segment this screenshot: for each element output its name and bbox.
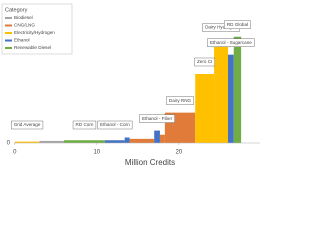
x-tick-label: 0 <box>13 150 17 156</box>
bar <box>14 141 40 143</box>
annotation-text: RD Global <box>227 22 248 27</box>
annotation-box <box>72 120 97 130</box>
x-tick-label: 20 <box>175 150 182 156</box>
legend-label: Renewable Diesel <box>14 45 51 50</box>
bar <box>228 54 234 143</box>
bar <box>63 140 105 143</box>
bar <box>214 39 229 143</box>
annotation-box <box>194 57 216 67</box>
annotation-text: RD Corn <box>76 122 94 127</box>
bar <box>124 137 130 143</box>
bar <box>129 138 155 143</box>
annotation-box <box>224 20 251 29</box>
bar <box>154 130 160 143</box>
annotation: RD Corn <box>72 120 97 130</box>
legend-title: Category <box>5 7 28 13</box>
annotation-box <box>166 96 194 105</box>
chart: Million Credits 00 10 20 Dairy RNG Grid Aver… <box>1 3 260 167</box>
legend: Category Biodiesel CNG/LNG Electricity/Hydr… <box>1 3 73 55</box>
annotation: Ethanol - Fiber <box>139 114 175 123</box>
bar <box>233 36 242 143</box>
annotation-text: Ethanol - Fiber <box>142 116 173 121</box>
legend-label: Ethanol <box>14 38 30 43</box>
x-tick-label: 10 <box>93 150 100 156</box>
annotation: Zero CI <box>194 57 216 67</box>
annotation-text: Dairy Hydrogen <box>205 25 237 30</box>
annotation-text: Grid Average <box>14 122 41 127</box>
bar <box>104 140 125 143</box>
annotation: Ethanol - Corn <box>97 120 133 130</box>
bar <box>159 134 165 143</box>
annotation-text: Ethanol - Sugarcane <box>210 40 252 45</box>
legend-box <box>1 3 73 55</box>
legend-label: Electricity/Hydrogen <box>14 30 55 35</box>
annotation-text: Ethanol - Corn <box>100 122 130 127</box>
annotation: Grid Average <box>10 120 44 130</box>
annotation-box <box>207 38 255 47</box>
annotation-text: Zero CI <box>197 59 212 64</box>
annotation-text: Dairy RNG <box>169 98 192 103</box>
y-tick-label: 0 <box>7 141 11 147</box>
legend-label: CNG/LNG <box>14 23 35 28</box>
legend-label: Biodiesel <box>14 15 33 20</box>
annotation-box <box>10 120 44 130</box>
annotation: RD Global <box>224 20 251 29</box>
x-axis-title: Million Credits <box>125 158 175 167</box>
annotation: Ethanol - Sugarcane <box>207 38 255 47</box>
annotation-box <box>97 120 133 130</box>
bar <box>195 74 215 143</box>
annotation-box <box>139 114 175 123</box>
bar <box>39 140 64 143</box>
annotation: Dairy RNG <box>166 96 194 105</box>
